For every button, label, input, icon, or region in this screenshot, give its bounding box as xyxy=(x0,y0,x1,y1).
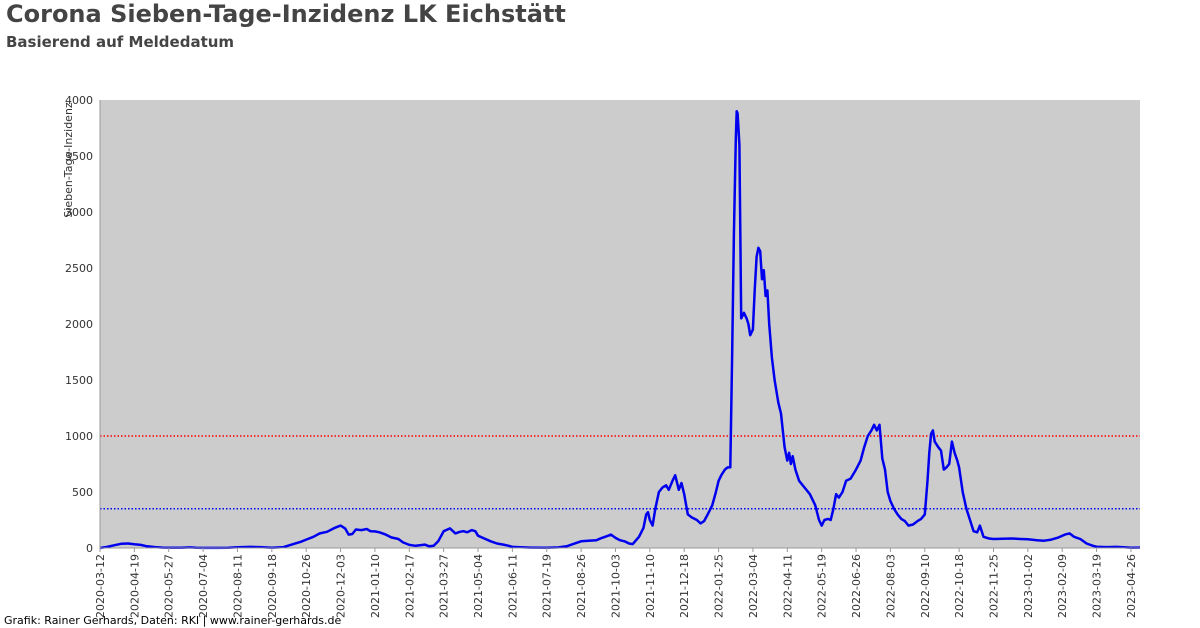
x-tick-label: 2020-05-27 xyxy=(163,554,176,618)
x-tick-label: 2023-01-02 xyxy=(1022,554,1035,618)
x-tick-label: 2022-06-26 xyxy=(850,554,863,618)
credit-line: Grafik: Rainer Gerhards, Daten: RKI | ww… xyxy=(4,614,342,627)
y-axis-label: Sieben-Tage-Inzidenz xyxy=(62,102,75,218)
chart-subtitle: Basierend auf Meldedatum xyxy=(6,33,235,51)
axes xyxy=(99,100,1140,549)
x-tick-label: 2022-05-19 xyxy=(816,554,829,618)
x-tick-label: 2021-12-18 xyxy=(678,554,691,618)
x-tick-label: 2021-05-04 xyxy=(472,554,485,618)
x-tick-label: 2022-08-03 xyxy=(884,554,897,618)
x-tick-label: 2021-10-03 xyxy=(609,554,622,618)
x-tick-label: 2022-04-11 xyxy=(781,554,794,618)
x-tick-label: 2021-08-26 xyxy=(575,554,588,618)
x-tick-label: 2020-08-11 xyxy=(231,554,244,618)
x-tick-label: 2022-11-25 xyxy=(987,554,1000,618)
y-tick-label: 2500 xyxy=(65,262,93,275)
x-tick-label: 2022-01-25 xyxy=(713,554,726,618)
x-tick-label: 2023-04-26 xyxy=(1125,554,1138,618)
x-tick-label: 2020-09-18 xyxy=(266,554,279,618)
x-tick-label: 2022-09-10 xyxy=(919,554,932,618)
x-tick-label: 2021-06-11 xyxy=(506,554,519,618)
x-tick-label: 2021-07-19 xyxy=(541,554,554,618)
x-tick-label: 2020-07-04 xyxy=(197,554,210,618)
y-tick-label: 3500 xyxy=(65,150,93,163)
x-tick-label: 2021-01-10 xyxy=(369,554,382,618)
x-tick-label: 2020-04-19 xyxy=(128,554,141,618)
y-tick-label: 500 xyxy=(72,486,93,499)
x-tick-label: 2021-02-17 xyxy=(403,554,416,618)
x-tick-label: 2020-10-26 xyxy=(300,554,313,618)
y-tick-label: 0 xyxy=(86,542,93,555)
x-tick-label: 2022-10-18 xyxy=(953,554,966,618)
y-tick-label: 2000 xyxy=(65,318,93,331)
series-line xyxy=(99,109,1141,550)
y-tick-label: 1500 xyxy=(65,374,93,387)
x-tick-label: 2021-03-27 xyxy=(438,554,451,618)
x-tick-label: 2023-03-19 xyxy=(1091,554,1104,618)
chart-title: Corona Sieben-Tage-Inzidenz LK Eichstätt xyxy=(6,0,566,28)
x-tick-label: 2020-03-12 xyxy=(94,554,107,618)
x-tick-label: 2020-12-03 xyxy=(335,554,348,618)
y-tick-label: 4000 xyxy=(65,94,93,107)
plot-area xyxy=(100,100,1140,548)
y-tick-label: 1000 xyxy=(65,430,93,443)
x-axis-ticks: 2020-03-12 2020-04-19 2020-05-27 2020-07-04… xyxy=(94,548,1138,618)
x-tick-label: 2022-03-04 xyxy=(747,554,760,618)
y-tick-label: 3000 xyxy=(65,206,93,219)
x-tick-label: 2023-02-09 xyxy=(1056,554,1069,618)
y-axis-ticks: 0 500 1000 1500 2000 2500 3000 3500 4000 xyxy=(65,94,93,555)
x-tick-label: 2021-11-10 xyxy=(644,554,657,618)
